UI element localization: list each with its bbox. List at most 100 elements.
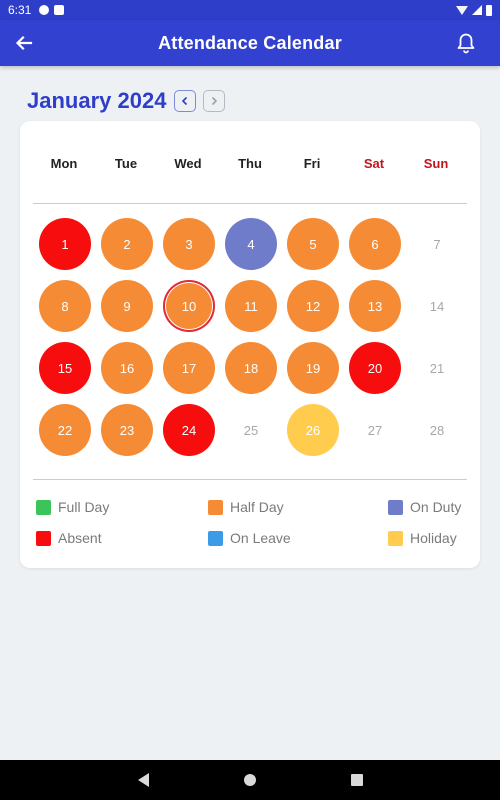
legend-swatch xyxy=(388,499,403,515)
month-header: January 2024 xyxy=(27,88,232,114)
legend-item: Full Day xyxy=(36,499,208,515)
day-17[interactable]: 17 xyxy=(163,342,215,394)
legend-item: Absent xyxy=(36,530,208,546)
day-19[interactable]: 19 xyxy=(287,342,339,394)
legend-label: On Leave xyxy=(230,530,291,546)
day-cell: 22 xyxy=(34,399,96,461)
prev-month-button[interactable] xyxy=(174,90,197,112)
day-13[interactable]: 13 xyxy=(349,280,401,332)
legend-swatch xyxy=(388,530,403,546)
day-cell: 23 xyxy=(96,399,158,461)
legend-label: On Duty xyxy=(410,499,462,515)
system-nav-bar xyxy=(0,760,500,800)
sd-card-icon xyxy=(54,5,65,15)
notification-icon xyxy=(39,5,50,15)
day-cell: 11 xyxy=(220,275,282,337)
day-8[interactable]: 8 xyxy=(39,280,91,332)
day-10[interactable]: 10 xyxy=(163,280,215,332)
legend-swatch xyxy=(208,499,223,515)
day-28[interactable]: 28 xyxy=(429,422,445,438)
chevron-right-icon xyxy=(212,96,218,106)
day-26[interactable]: 26 xyxy=(287,404,339,456)
weekday-label: Tue xyxy=(114,156,138,171)
legend-item: On Leave xyxy=(208,530,388,546)
status-bar: 6:31 xyxy=(0,0,500,20)
divider xyxy=(33,203,467,204)
legend-label: Half Day xyxy=(230,499,284,515)
day-4[interactable]: 4 xyxy=(225,218,277,270)
day-cell: 26 xyxy=(282,399,344,461)
day-cell: 10 xyxy=(158,275,220,337)
legend-item: On Duty xyxy=(388,499,466,515)
day-cell: 13 xyxy=(344,275,406,337)
legend: Full Day Half Day On Duty Absent On Leave Hol… xyxy=(36,499,466,546)
day-cell: 5 xyxy=(282,213,344,275)
day-1[interactable]: 1 xyxy=(39,218,91,270)
app-bar: Attendance Calendar xyxy=(0,20,500,66)
day-cell: 18 xyxy=(220,337,282,399)
day-18[interactable]: 18 xyxy=(225,342,277,394)
day-27[interactable]: 27 xyxy=(367,422,383,438)
day-cell: 8 xyxy=(34,275,96,337)
day-2[interactable]: 2 xyxy=(101,218,153,270)
day-cell: 12 xyxy=(282,275,344,337)
day-cell: 14 xyxy=(406,275,468,337)
day-cell: 7 xyxy=(406,213,468,275)
day-cell: 24 xyxy=(158,399,220,461)
day-11[interactable]: 11 xyxy=(225,280,277,332)
legend-item: Half Day xyxy=(208,499,388,515)
weekday-label: Mon xyxy=(50,156,78,171)
status-time: 6:31 xyxy=(8,3,32,17)
day-cell: 27 xyxy=(344,399,406,461)
day-cell: 19 xyxy=(282,337,344,399)
weekday-label: Thu xyxy=(238,156,262,171)
day-25[interactable]: 25 xyxy=(243,422,259,438)
day-cell: 16 xyxy=(96,337,158,399)
day-16[interactable]: 16 xyxy=(101,342,153,394)
weekday-label: Sun xyxy=(423,156,449,171)
calendar-grid: 1 2 3 4 5 6 7 8 9 10 11 12 13 14 15 16 17 18 19 20 21 22 23 24 2… xyxy=(34,213,468,461)
signal-icon xyxy=(472,5,482,15)
day-cell: 1 xyxy=(34,213,96,275)
legend-label: Absent xyxy=(58,530,102,546)
legend-label: Holiday xyxy=(410,530,457,546)
day-9[interactable]: 9 xyxy=(101,280,153,332)
day-24[interactable]: 24 xyxy=(163,404,215,456)
next-month-button[interactable] xyxy=(203,90,226,112)
day-cell: 6 xyxy=(344,213,406,275)
weekday-header: Mon Tue Wed Thu Fri Sat Sun xyxy=(33,156,467,171)
day-7[interactable]: 7 xyxy=(433,236,441,252)
weekday-label: Wed xyxy=(174,156,202,171)
notifications-button[interactable] xyxy=(454,31,478,55)
nav-home-icon[interactable] xyxy=(243,774,256,786)
day-3[interactable]: 3 xyxy=(163,218,215,270)
day-22[interactable]: 22 xyxy=(39,404,91,456)
back-button[interactable] xyxy=(12,31,36,55)
chevron-left-icon xyxy=(182,96,188,106)
legend-swatch xyxy=(36,499,51,515)
calendar-card: Mon Tue Wed Thu Fri Sat Sun 1 2 3 4 5 6 7 8 9 10 1… xyxy=(20,121,480,568)
day-21[interactable]: 21 xyxy=(429,360,445,376)
wifi-icon xyxy=(456,5,468,15)
nav-recents-icon[interactable] xyxy=(350,774,363,786)
legend-swatch xyxy=(36,530,51,546)
divider xyxy=(33,479,467,480)
month-title: January 2024 xyxy=(27,88,167,113)
day-cell: 17 xyxy=(158,337,220,399)
day-cell: 3 xyxy=(158,213,220,275)
weekday-label: Sat xyxy=(363,156,385,171)
day-cell: 4 xyxy=(220,213,282,275)
day-23[interactable]: 23 xyxy=(101,404,153,456)
day-15[interactable]: 15 xyxy=(39,342,91,394)
day-20[interactable]: 20 xyxy=(349,342,401,394)
day-6[interactable]: 6 xyxy=(349,218,401,270)
day-cell: 21 xyxy=(406,337,468,399)
legend-item: Holiday xyxy=(388,530,466,546)
day-cell: 25 xyxy=(220,399,282,461)
day-14[interactable]: 14 xyxy=(429,298,445,314)
day-12[interactable]: 12 xyxy=(287,280,339,332)
back-arrow-icon xyxy=(15,35,33,51)
nav-back-icon[interactable] xyxy=(137,773,149,787)
legend-swatch xyxy=(208,530,223,546)
day-5[interactable]: 5 xyxy=(287,218,339,270)
